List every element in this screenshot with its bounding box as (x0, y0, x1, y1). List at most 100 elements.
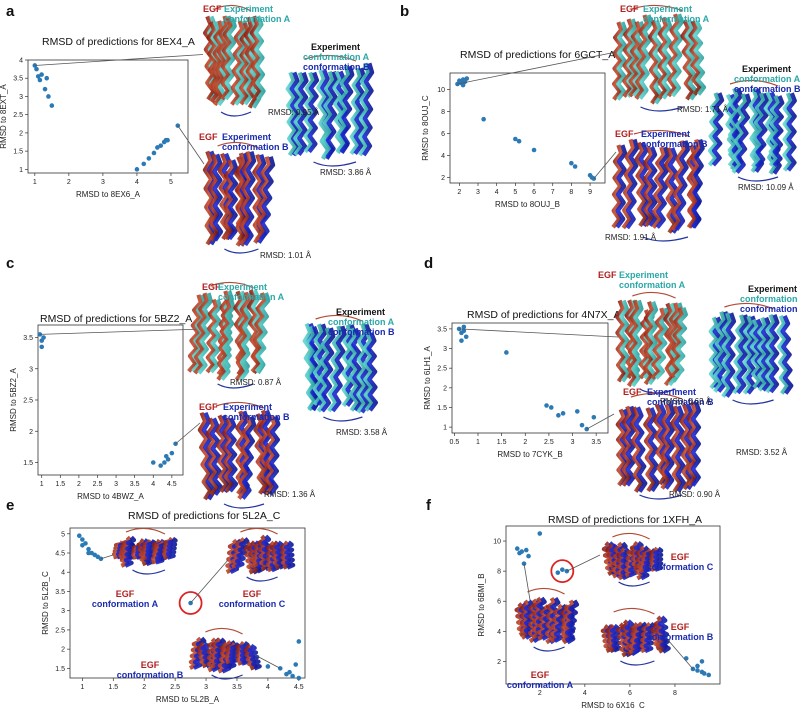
x-tick-label: 8 (673, 690, 677, 697)
helix (688, 20, 703, 96)
helix (780, 314, 794, 395)
connector-line (457, 51, 616, 85)
y-axis-label: RMSD to 8OUJ_C (421, 95, 430, 161)
plot-frame (449, 72, 606, 184)
helix (674, 140, 690, 232)
data-point (701, 671, 707, 676)
helix (223, 159, 235, 241)
loop (533, 646, 565, 652)
helix (721, 312, 733, 398)
panel-e: e RMSD of predictions for 5L2A_C 1 1.5 2 2.5 3… (6, 497, 306, 704)
y-tick-label: 2 (19, 130, 23, 137)
helix (647, 19, 660, 105)
data-point (572, 164, 578, 169)
y-tick-label: 3 (443, 346, 447, 353)
x-axis-label: RMSD to 7CYK_B (497, 450, 562, 459)
helix (285, 71, 298, 157)
helix (320, 327, 336, 413)
protein-structure-image (612, 4, 707, 112)
data-point (44, 75, 50, 81)
panel-letter: c (6, 255, 14, 272)
protein-structure-image (197, 401, 281, 509)
helix (670, 13, 684, 98)
x-tick-label: 2 (77, 481, 81, 488)
helix (250, 292, 267, 373)
plot-frame (451, 322, 609, 434)
helix (209, 298, 223, 374)
helix (327, 325, 343, 413)
helix (621, 138, 636, 230)
data-point (695, 668, 700, 673)
egf-label: EGF (531, 670, 550, 680)
helix (316, 327, 332, 413)
y-tick-label: 1.5 (437, 405, 447, 412)
egf-label: EGF (243, 589, 262, 599)
experiment-label: Experiment (742, 64, 791, 74)
data-point (560, 411, 566, 416)
helix (628, 20, 642, 98)
conformation-b-label: conformation B (303, 62, 370, 72)
data-point (287, 669, 292, 675)
conformation-b-label: Experiment (641, 129, 690, 139)
conformation-b-label: conformation B (734, 84, 800, 94)
conformation-a-label: Experiment (643, 4, 692, 14)
y-tick-label: 1.5 (23, 460, 33, 467)
y-tick-label: 2 (497, 659, 501, 666)
y-tick-label: 2.5 (437, 366, 447, 373)
helix (321, 71, 335, 159)
helix (686, 401, 698, 487)
helix (564, 599, 580, 643)
loop (224, 248, 259, 254)
data-point (296, 675, 302, 681)
data-point (151, 150, 157, 156)
helix (237, 416, 253, 500)
plot-title: RMSD of predictions for 8EX4_A (42, 36, 195, 48)
data-point (459, 338, 464, 343)
helix (193, 292, 209, 375)
egf-label: EGF (598, 270, 617, 280)
helix (258, 409, 271, 493)
data-point (290, 673, 295, 679)
y-tick-label: 10 (493, 539, 501, 546)
y-tick-label: 4 (61, 570, 65, 577)
data-point (165, 457, 171, 462)
conformation-a-label: conformation A (734, 74, 800, 84)
conformation-b-label: conformation B (647, 397, 714, 407)
loop (315, 314, 363, 322)
loop (240, 527, 278, 535)
helix (650, 307, 666, 380)
helix (208, 153, 220, 242)
y-tick-label: 4 (19, 58, 23, 65)
helix (674, 307, 688, 379)
egf-label: EGF (620, 4, 639, 14)
x-tick-label: 5 (169, 179, 173, 186)
helix (353, 67, 366, 156)
helix (202, 150, 216, 246)
x-tick-label: 1 (40, 481, 44, 488)
y-axis-label: RMSD to 5L2B_C (41, 571, 50, 635)
data-point (526, 553, 531, 559)
helix (222, 417, 235, 493)
plot-title: RMSD of predictions for 5BZ2_A (40, 313, 192, 325)
helix (765, 314, 776, 394)
y-tick-label: 4 (497, 629, 501, 636)
data-point (461, 328, 467, 334)
loop (640, 106, 684, 112)
loop (220, 111, 252, 117)
x-tick-label: 6 (532, 189, 536, 196)
conformation-b-label: Experiment (223, 402, 272, 412)
helix (197, 411, 213, 501)
data-point (76, 533, 82, 538)
egf-label: EGF (116, 589, 135, 599)
connector-line (39, 328, 197, 335)
data-point (37, 77, 43, 83)
loop (214, 4, 252, 12)
data-point (86, 550, 91, 556)
helix (234, 20, 249, 106)
data-point (514, 546, 520, 551)
connector-line (667, 639, 694, 670)
x-tick-label: 1.5 (497, 439, 507, 446)
conformation-a-label: conformation A (224, 14, 291, 24)
